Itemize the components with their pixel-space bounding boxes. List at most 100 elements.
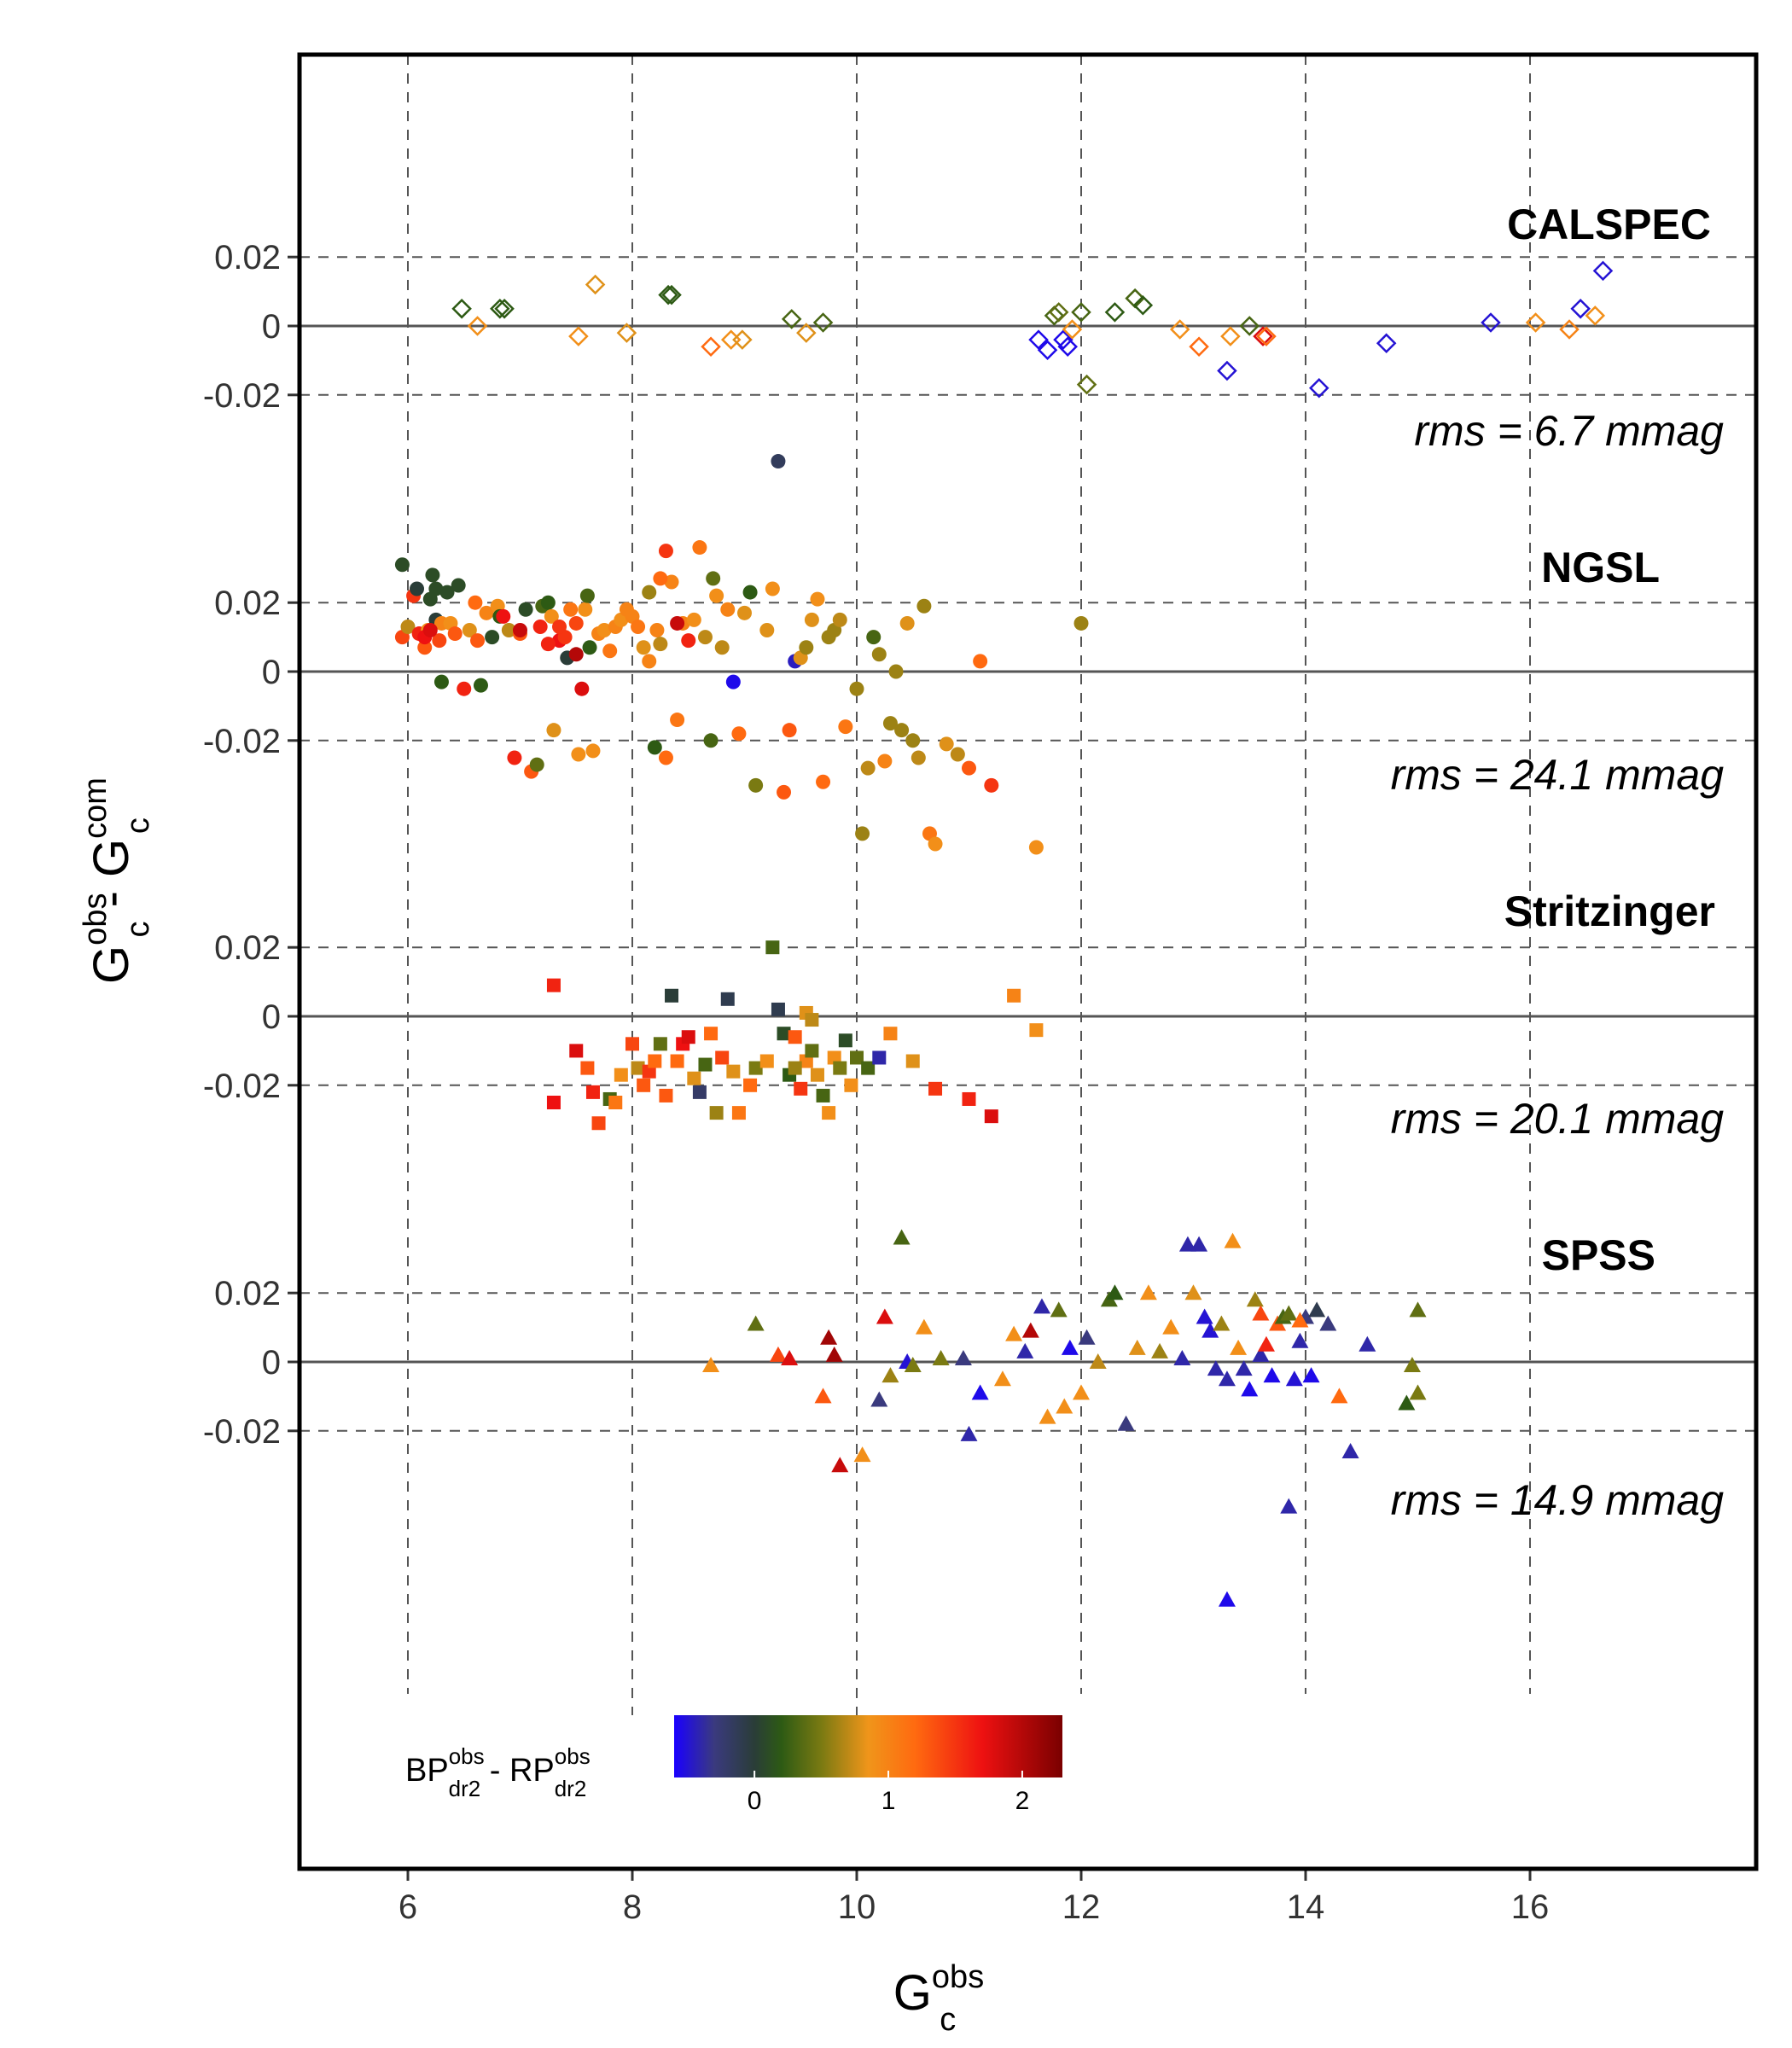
data-point: [1173, 1349, 1191, 1365]
data-point: [781, 309, 802, 329]
data-point: [771, 454, 786, 469]
data-point: [1252, 1305, 1270, 1321]
data-point: [580, 1061, 595, 1075]
data-point: [631, 1061, 645, 1075]
data-point: [422, 623, 438, 638]
data-point: [962, 760, 976, 776]
data-point: [1263, 1367, 1281, 1383]
data-point: [932, 1349, 950, 1365]
data-point: [1409, 1384, 1427, 1400]
data-point: [1106, 1284, 1124, 1300]
data-point: [725, 674, 741, 689]
data-point: [822, 1106, 836, 1120]
data-point: [1585, 305, 1606, 326]
data-point: [670, 1054, 684, 1068]
data-point: [876, 1308, 893, 1324]
data-point: [820, 1329, 838, 1345]
data-point: [658, 284, 678, 305]
data-point: [1217, 360, 1237, 381]
data-point: [742, 585, 758, 600]
data-point: [714, 640, 730, 655]
data-point: [855, 826, 870, 841]
data-point: [451, 299, 472, 319]
data-point: [870, 1391, 888, 1407]
data-point: [971, 1384, 989, 1400]
data-point: [501, 623, 516, 638]
data-point: [1308, 1301, 1326, 1318]
data-point: [1218, 1591, 1236, 1607]
rms-ngsl: rms = 24.1 mmag: [1391, 751, 1725, 799]
data-point: [687, 1071, 701, 1085]
data-point: [692, 540, 707, 556]
data-point: [470, 633, 486, 649]
data-point: [1139, 1284, 1157, 1300]
data-point: [1190, 1236, 1208, 1252]
data-point: [905, 1054, 920, 1068]
data-point: [653, 637, 668, 652]
data-point: [647, 740, 662, 755]
data-point: [960, 1425, 978, 1441]
data-point: [1184, 1284, 1202, 1300]
data-point: [1151, 1342, 1169, 1359]
data-point: [485, 630, 500, 645]
data-point: [928, 836, 943, 852]
data-point: [451, 578, 466, 593]
data-point: [831, 1457, 849, 1473]
data-point: [1037, 340, 1058, 361]
data-point: [973, 654, 988, 669]
data-point: [507, 750, 522, 765]
data-point: [1319, 1315, 1337, 1331]
colorbar-tick-label: 2: [1015, 1787, 1030, 1815]
data-point: [1409, 1301, 1427, 1318]
data-point: [1256, 326, 1277, 346]
rms-spss: rms = 14.9 mmag: [1391, 1476, 1725, 1524]
data-point: [904, 1357, 922, 1373]
data-point: [1285, 1370, 1303, 1387]
data-point: [1207, 1360, 1225, 1376]
data-point: [479, 605, 494, 620]
data-point: [916, 598, 932, 614]
data-point: [911, 750, 926, 765]
data-point: [602, 643, 618, 659]
data-point: [747, 1315, 765, 1331]
y-tick-label: 0: [262, 308, 281, 346]
data-point: [1309, 377, 1329, 399]
y-tick-label: -0.02: [203, 1068, 281, 1105]
data-point: [715, 1050, 730, 1065]
x-tick-label: 16: [1511, 1888, 1550, 1926]
data-point: [706, 571, 721, 586]
data-point: [532, 619, 548, 634]
data-point: [1078, 1329, 1096, 1345]
data-point: [799, 1054, 813, 1068]
data-point: [759, 1054, 774, 1068]
data-point: [702, 1357, 720, 1373]
data-point: [709, 588, 724, 603]
data-point: [686, 612, 701, 627]
data-point: [743, 1078, 758, 1092]
data-point: [518, 602, 533, 617]
data-point: [1005, 1325, 1023, 1341]
data-point: [805, 1013, 819, 1027]
data-point: [799, 640, 814, 655]
data-point: [490, 299, 510, 319]
data-point: [1028, 840, 1044, 855]
rms-stritzinger: rms = 20.1 mmag: [1391, 1095, 1725, 1143]
data-point: [585, 743, 601, 759]
data-point: [881, 1367, 899, 1383]
data-point: [1592, 260, 1614, 282]
data-point: [569, 1044, 584, 1058]
data-point: [692, 1085, 707, 1099]
data-point: [748, 777, 764, 793]
y-tick-label: 0.02: [214, 1275, 281, 1312]
data-point: [877, 753, 893, 769]
data-point: [1481, 312, 1501, 333]
data-point: [810, 591, 825, 607]
data-point: [703, 733, 719, 748]
data-point: [844, 1078, 858, 1092]
data-point: [737, 605, 752, 620]
data-point: [591, 1116, 606, 1131]
data-point: [777, 784, 792, 800]
data-point: [546, 978, 561, 992]
data-point: [596, 623, 612, 638]
data-point: [882, 716, 898, 731]
